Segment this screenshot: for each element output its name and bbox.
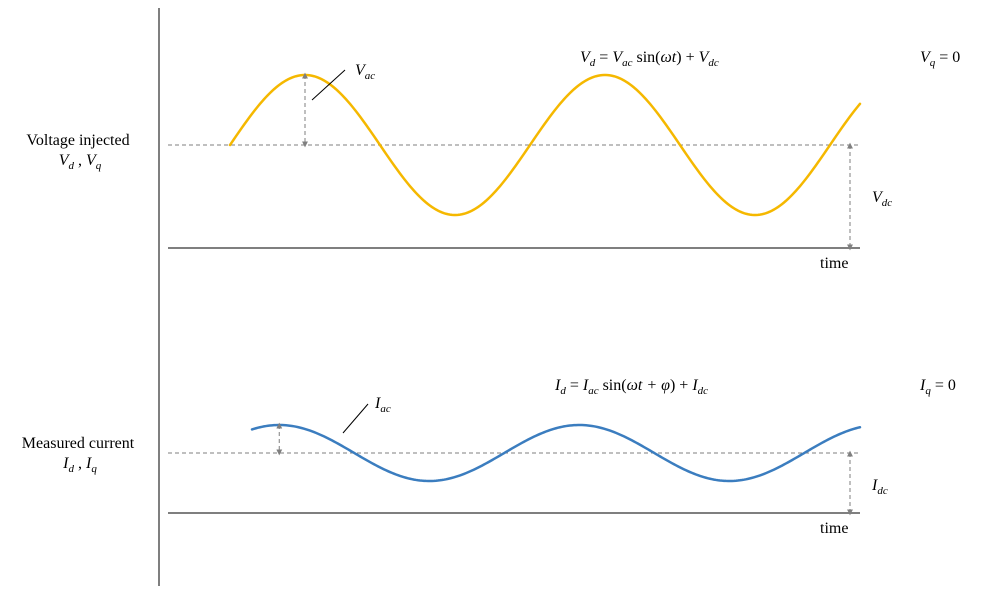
- voltage-time-label: time: [820, 255, 848, 272]
- current-y-label: Measured current Id , Iq: [22, 435, 138, 475]
- voltage-y-label: Voltage injected Vd , Vq: [26, 132, 133, 172]
- iq-equation: Iq = 0: [919, 377, 956, 397]
- vac-leader: [312, 70, 345, 100]
- vac-label: Vac: [355, 62, 375, 82]
- vdc-label: Vdc: [872, 189, 892, 209]
- vq-equation: Vq = 0: [920, 49, 960, 69]
- current-equation: Id = Iac sin(ωt + φ) + Idc: [554, 377, 708, 397]
- current-panel: Iac Idc time Measured current Id , Iq Id…: [22, 377, 956, 537]
- current-time-label: time: [820, 520, 848, 537]
- diagram: Vac Vdc time Voltage injected Vd , Vq Vd…: [0, 0, 1003, 594]
- iac-label: Iac: [374, 395, 391, 415]
- voltage-panel: Vac Vdc time Voltage injected Vd , Vq Vd…: [26, 49, 960, 272]
- iac-leader: [343, 404, 368, 433]
- voltage-equation: Vd = Vac sin(ωt) + Vdc: [580, 49, 719, 69]
- idc-label: Idc: [871, 477, 888, 497]
